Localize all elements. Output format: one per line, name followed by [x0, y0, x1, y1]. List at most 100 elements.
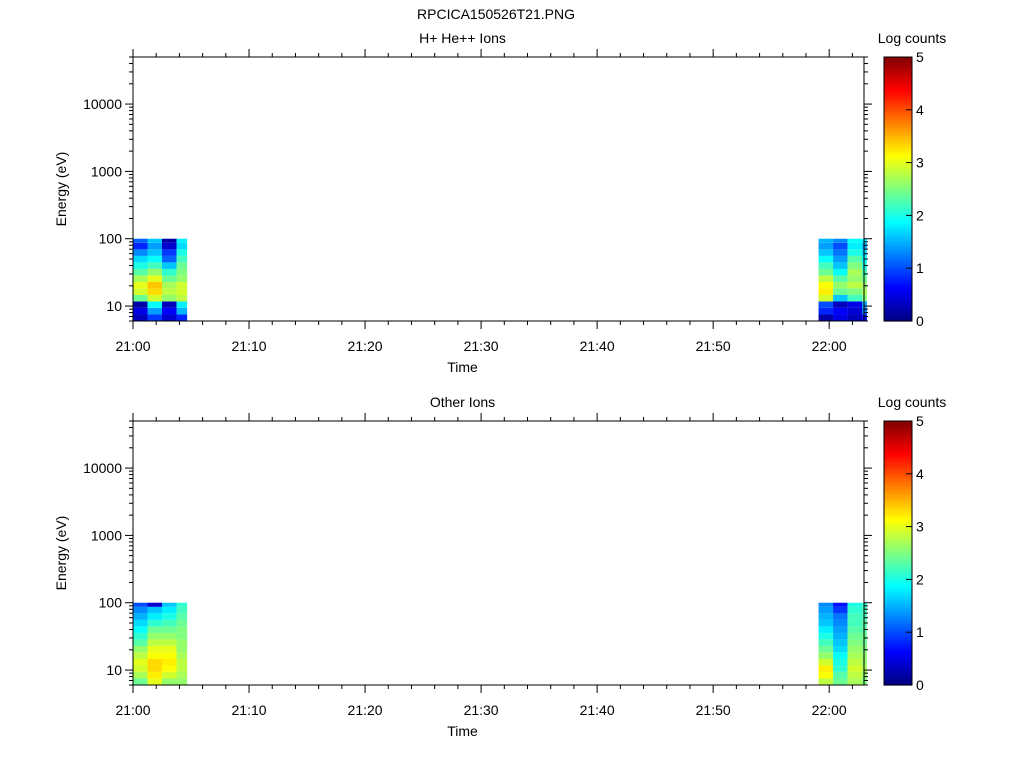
data-cell: [133, 307, 148, 315]
colorbar-segment: [884, 281, 912, 285]
colorbar-segment: [884, 487, 912, 491]
data-cell: [833, 242, 848, 250]
data-cell: [818, 606, 834, 614]
data-cell: [847, 639, 863, 646]
y-axis-label: Energy (eV): [53, 516, 69, 591]
colorbar-segment: [884, 576, 912, 580]
x-tick-label: 22:00: [812, 338, 847, 354]
colorbar-segment: [884, 537, 912, 541]
data-cell: [833, 665, 848, 672]
data-cell: [133, 249, 148, 256]
data-cell: [162, 262, 177, 269]
y-tick-label: 10: [106, 298, 122, 314]
colorbar-segment: [884, 648, 912, 652]
data-cell: [162, 626, 177, 633]
data-cell: [847, 314, 863, 321]
colorbar-segment: [884, 481, 912, 485]
colorbar-segment: [884, 632, 912, 636]
data-cell: [818, 301, 834, 308]
colorbar-segment: [884, 189, 912, 193]
colorbar-segment: [884, 645, 912, 649]
data-cell: [147, 281, 162, 289]
data-cell: [176, 238, 188, 243]
data-cell: [833, 307, 848, 315]
data-block: [133, 238, 188, 321]
data-cell: [162, 602, 177, 607]
colorbar-segment: [884, 542, 912, 546]
data-cell: [847, 619, 863, 627]
data-cell: [133, 301, 148, 308]
colorbar-segment: [884, 91, 912, 95]
y-tick-label: 10000: [83, 96, 122, 112]
data-cell: [162, 619, 177, 627]
data-cell: [133, 613, 148, 620]
colorbar-segment: [884, 228, 912, 232]
colorbar-segment: [884, 249, 912, 253]
colorbar-tick-label: 2: [916, 571, 924, 587]
data-cell: [833, 678, 848, 685]
colorbar-segment: [884, 141, 912, 145]
colorbar-segment: [884, 218, 912, 222]
data-cell: [847, 652, 863, 659]
data-cell: [162, 295, 177, 302]
data-cell: [147, 262, 162, 269]
colorbar-segment: [884, 223, 912, 227]
colorbar-segment: [884, 624, 912, 628]
colorbar-segment: [884, 587, 912, 591]
colorbar-tick-label: 0: [916, 313, 924, 329]
colorbar-segment: [884, 476, 912, 480]
colorbar-segment: [884, 521, 912, 525]
data-cell: [147, 275, 162, 282]
x-tick-label: 21:20: [348, 338, 383, 354]
data-cell: [833, 288, 848, 295]
figure-title: RPCICA150526T21.PNG: [417, 6, 575, 22]
colorbar-segment: [884, 310, 912, 314]
colorbar-segment: [884, 294, 912, 298]
data-cell: [162, 307, 177, 315]
data-cell: [133, 602, 148, 607]
data-cell: [133, 314, 148, 321]
data-cell: [818, 275, 834, 282]
colorbar-segment: [884, 120, 912, 124]
colorbar-segment: [884, 260, 912, 264]
colorbar-segment: [884, 431, 912, 435]
colorbar-segment: [884, 268, 912, 272]
colorbar-segment: [884, 75, 912, 79]
data-cell: [176, 639, 188, 646]
data-cell: [147, 619, 162, 627]
data-cell: [133, 678, 148, 685]
x-tick-label: 22:00: [812, 702, 847, 718]
colorbar-segment: [884, 658, 912, 662]
colorbar-segment: [884, 508, 912, 512]
colorbar-frame: [883, 56, 913, 322]
data-cell: [818, 639, 834, 646]
colorbar-segment: [884, 157, 912, 161]
data-cell: [847, 268, 863, 276]
data-cell: [133, 255, 148, 263]
y-tick-label: 10: [106, 662, 122, 678]
colorbar-segment: [884, 80, 912, 84]
colorbar-segment: [884, 423, 912, 427]
colorbar-segment: [884, 299, 912, 304]
colorbar-label: Log counts: [878, 30, 947, 46]
data-cell: [176, 314, 188, 321]
colorbar-segment: [884, 152, 912, 156]
colorbar-segment: [884, 212, 912, 216]
colorbar: 0 1 2 3 4 5 Log counts: [878, 394, 947, 693]
x-tick-label: 21:10: [232, 338, 267, 354]
data-cell: [147, 238, 162, 243]
y-tick-label: 10000: [83, 460, 122, 476]
data-cell: [847, 665, 863, 672]
data-cell: [176, 671, 188, 679]
data-cell: [133, 295, 148, 302]
colorbar-segment: [884, 159, 912, 164]
colorbar-segment: [884, 173, 912, 177]
data-cell: [847, 249, 863, 256]
data-cell: [176, 606, 188, 614]
data-cell: [818, 307, 834, 315]
data-cell: [147, 613, 162, 620]
colorbar-tick-label: 0: [916, 677, 924, 693]
data-cell: [176, 619, 188, 627]
